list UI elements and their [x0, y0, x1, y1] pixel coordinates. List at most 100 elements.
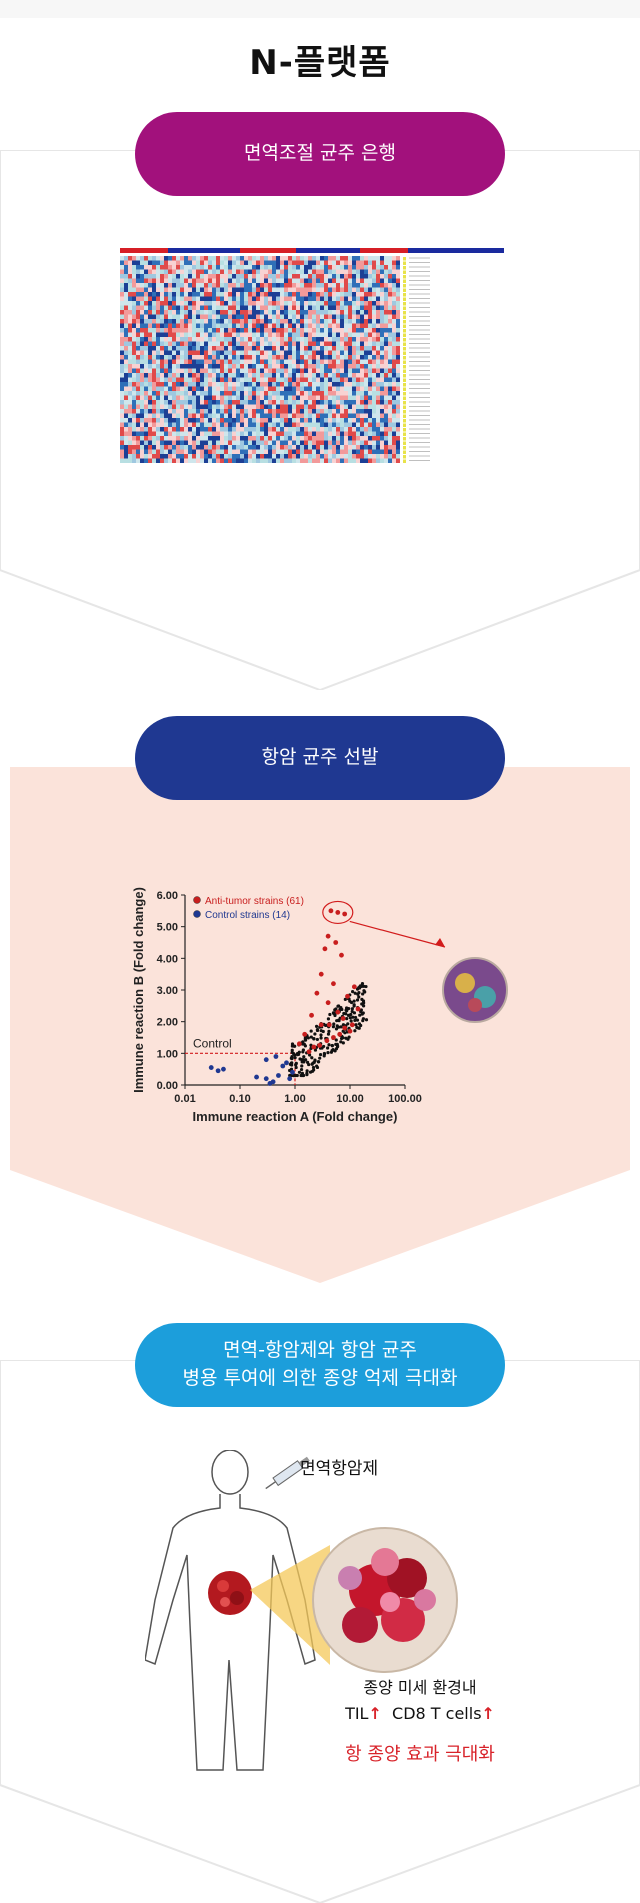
heatmap-cell	[132, 418, 136, 423]
strain-point	[309, 1029, 313, 1033]
heatmap-cell	[304, 404, 308, 409]
heatmap-cell	[336, 422, 340, 427]
heatmap-cell	[252, 431, 256, 436]
heatmap-cell	[324, 314, 328, 319]
heatmap-cell	[328, 256, 332, 261]
heatmap-cell	[232, 346, 236, 351]
heatmap-cell	[140, 319, 144, 324]
control-strain-point	[273, 1054, 279, 1059]
heatmap-cell	[352, 364, 356, 369]
heatmap-cell	[376, 427, 380, 432]
heatmap-cell	[384, 287, 388, 292]
heatmap-cell	[280, 440, 284, 445]
heatmap-cell	[344, 445, 348, 450]
heatmap-cell	[284, 436, 288, 441]
heatmap-cell	[288, 418, 292, 423]
heatmap-cell	[136, 260, 140, 265]
heatmap-cell	[392, 292, 396, 297]
human-body-illustration	[145, 1450, 458, 1771]
heatmap-cell	[304, 287, 308, 292]
heatmap-cell	[164, 323, 168, 328]
heatmap-cell	[164, 269, 168, 274]
heatmap-cell	[136, 296, 140, 301]
heatmap-cell	[256, 314, 260, 319]
heatmap-cell	[160, 395, 164, 400]
heatmap-cell	[128, 319, 132, 324]
heatmap-cell	[144, 269, 148, 274]
heatmap-cell	[152, 359, 156, 364]
heatmap-cell	[224, 256, 228, 261]
heatmap-cell	[148, 427, 152, 432]
heatmap-cell	[280, 418, 284, 423]
heatmap-cell	[320, 445, 324, 450]
heatmap-cell	[376, 440, 380, 445]
heatmap-cell	[124, 391, 128, 396]
heatmap-cell	[276, 319, 280, 324]
heatmap-cell	[244, 436, 248, 441]
heatmap-cell	[192, 287, 196, 292]
heatmap-cell	[280, 431, 284, 436]
anti-tumor-point	[302, 1031, 308, 1037]
heatmap-cell	[168, 337, 172, 342]
heatmap-cell	[184, 373, 188, 378]
heatmap-cell	[204, 301, 208, 306]
heatmap-cell	[336, 301, 340, 306]
heatmap-cell	[336, 256, 340, 261]
heatmap-cell	[212, 332, 216, 337]
heatmap-cell	[256, 265, 260, 270]
heatmap-cell	[376, 355, 380, 360]
heatmap-cell	[164, 319, 168, 324]
heatmap-cell	[232, 422, 236, 427]
heatmap-cell	[200, 265, 204, 270]
heatmap-cell	[268, 454, 272, 459]
heatmap-cell	[352, 454, 356, 459]
heatmap-cell	[136, 449, 140, 454]
heatmap-cell	[240, 256, 244, 261]
heatmap-cell	[360, 427, 364, 432]
heatmap-cell	[304, 427, 308, 432]
heatmap-cell	[264, 440, 268, 445]
heatmap-cell	[244, 445, 248, 450]
heatmap-cell	[176, 310, 180, 315]
heatmap-cell	[268, 346, 272, 351]
heatmap-row-marker	[403, 437, 406, 441]
heatmap-cell	[240, 260, 244, 265]
heatmap-cell	[268, 287, 272, 292]
heatmap-cell	[208, 440, 212, 445]
heatmap-cell	[196, 292, 200, 297]
heatmap-cell	[304, 436, 308, 441]
heatmap-cell	[156, 386, 160, 391]
heatmap-cell	[388, 314, 392, 319]
heatmap-cell	[312, 260, 316, 265]
heatmap-cell	[144, 256, 148, 261]
heatmap-cell	[332, 427, 336, 432]
heatmap-cell	[252, 278, 256, 283]
heatmap-cell	[220, 278, 224, 283]
heatmap-cell	[320, 319, 324, 324]
heatmap-cell	[240, 413, 244, 418]
heatmap-cell	[364, 418, 368, 423]
strain-point	[353, 1015, 358, 1020]
heatmap-cell	[220, 404, 224, 409]
heatmap-cell	[216, 449, 220, 454]
heatmap-cell	[232, 256, 236, 261]
heatmap-cell	[216, 386, 220, 391]
heatmap-cell	[336, 400, 340, 405]
heatmap-cell	[120, 269, 124, 274]
heatmap-cell	[132, 341, 136, 346]
heatmap-cell	[248, 319, 252, 324]
heatmap-cell	[340, 422, 344, 427]
heatmap-cell	[200, 400, 204, 405]
heatmap-cell	[360, 409, 364, 414]
heatmap-cell	[396, 319, 400, 324]
heatmap-cell	[148, 346, 152, 351]
heatmap-cell	[180, 413, 184, 418]
heatmap-cell	[332, 323, 336, 328]
heatmap-cell	[136, 368, 140, 373]
heatmap-cell	[140, 364, 144, 369]
heatmap-cell	[280, 422, 284, 427]
heatmap-cell	[136, 377, 140, 382]
heatmap-cell	[316, 395, 320, 400]
heatmap-cell	[160, 323, 164, 328]
heatmap-cell	[328, 355, 332, 360]
